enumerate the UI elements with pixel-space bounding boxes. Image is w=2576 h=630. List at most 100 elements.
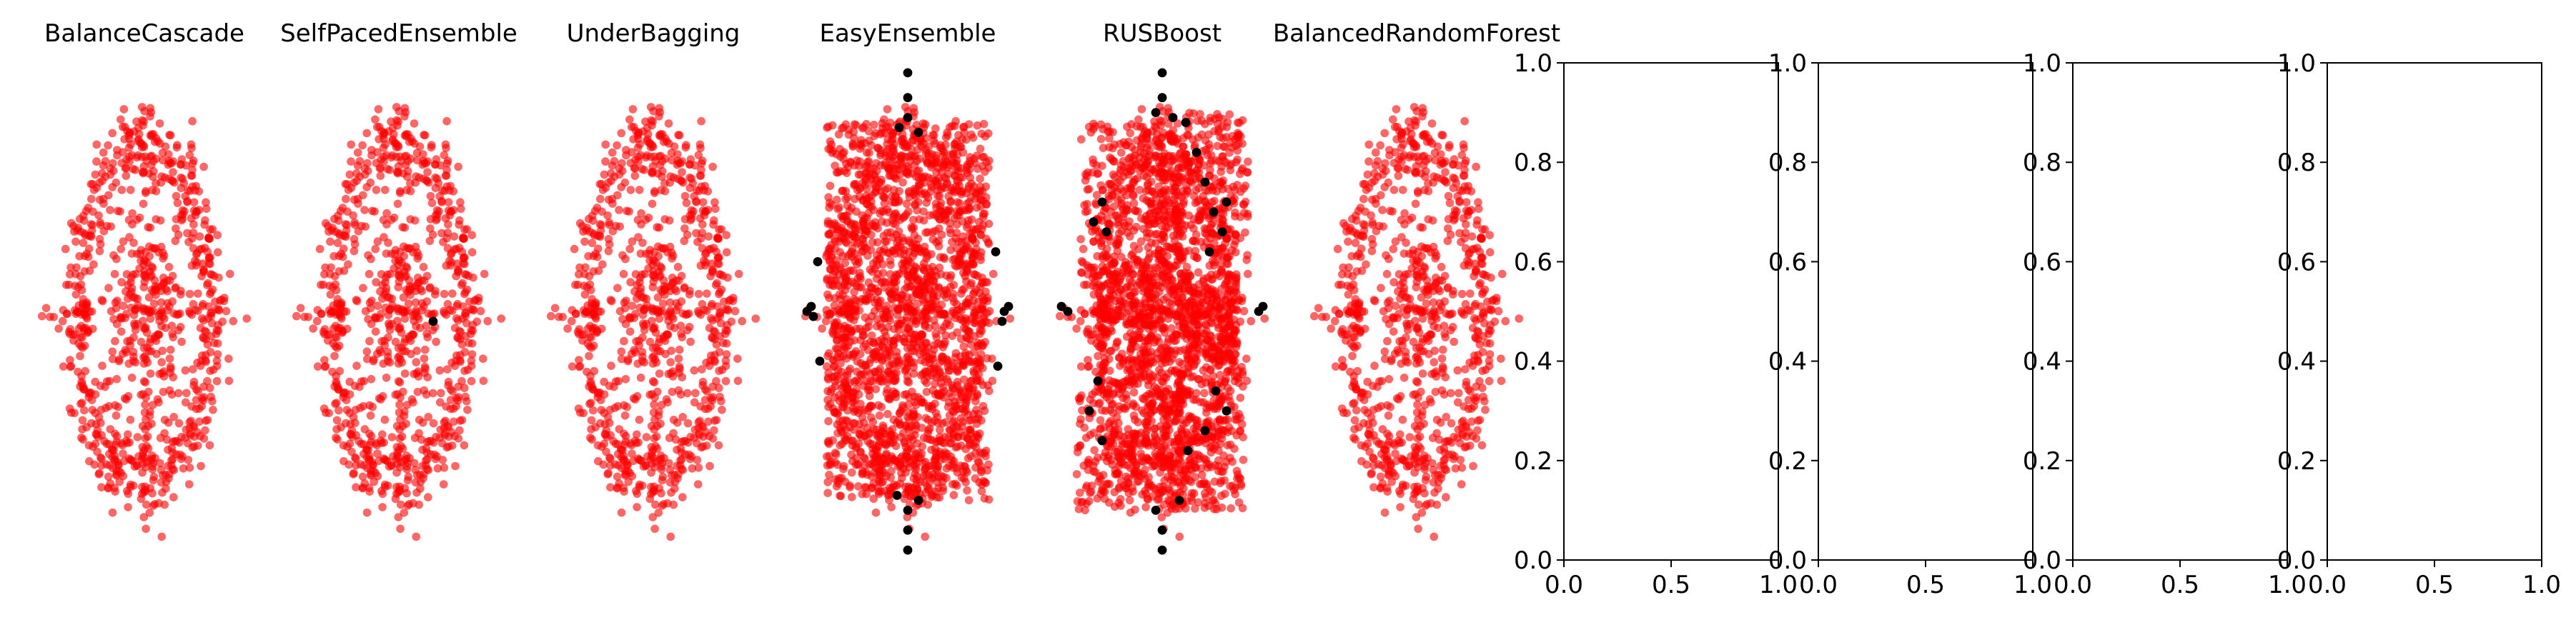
data-point-red [884,208,893,217]
data-point-red [921,320,929,329]
data-point-red [940,340,948,349]
data-point-red [900,212,909,221]
data-point-red [571,309,580,319]
data-point-red [401,307,410,316]
data-point-red [349,211,357,220]
data-point-red [584,251,593,261]
data-point-red [878,217,886,226]
data-point-red [833,345,842,354]
data-point-red [898,316,906,325]
data-point-red [409,499,417,508]
data-point-red [187,171,196,180]
data-point-red [104,472,113,481]
data-point-red [92,157,101,166]
data-point-red [106,164,114,173]
data-point-red [588,239,597,247]
data-point-red [658,172,666,181]
data-point-red [848,142,857,151]
data-point-red [423,333,432,341]
data-point-red [883,229,892,237]
data-point-red [655,223,664,232]
data-point-red [910,392,919,401]
data-point-red [427,199,437,208]
data-point-red [698,156,707,165]
data-point-red [461,311,470,321]
data-point-red [635,186,644,194]
data-point-red [181,398,190,407]
data-point-red [89,260,98,269]
data-point-red [442,116,451,126]
data-point-red [969,248,978,257]
data-point-red [600,390,609,399]
data-point-red [395,400,404,409]
data-point-red [682,199,691,208]
data-point-red [936,215,944,224]
data-point-red [453,268,462,276]
data-point-red [940,148,948,157]
data-point-red [613,401,623,411]
data-point-red [672,299,681,308]
data-point-red [833,371,841,380]
data-point-red [638,164,646,174]
data-point-red [199,434,209,443]
data-point-red [587,416,596,425]
data-point-red [905,193,914,201]
data-point-red [902,329,911,338]
data-point-red [146,112,154,121]
data-point-red [214,305,223,314]
data-point-red [615,222,624,231]
data-point-red [207,311,216,321]
data-point-red [923,272,932,281]
data-point-red [618,464,626,473]
data-point-red [377,309,385,319]
data-point-black [808,311,818,321]
data-point-red [913,412,922,421]
data-point-red [456,198,465,207]
data-point-red [85,456,94,466]
data-point-red [350,246,359,256]
data-point-red [181,366,190,375]
data-point-red [352,296,361,304]
data-point-red [680,191,690,201]
data-point-red [409,248,417,257]
data-point-black [903,68,913,78]
data-point-red [984,460,993,469]
data-point-red [976,144,985,154]
data-point-red [450,324,460,332]
data-point-red [902,390,911,399]
data-point-red [205,441,214,450]
data-point-red [96,240,105,249]
data-point-red [97,454,106,463]
data-point-red [605,240,614,249]
data-point-red [981,167,989,176]
data-point-red [466,329,475,339]
data-point-red [975,329,984,339]
data-point-red [127,374,137,382]
data-point-red [165,131,174,139]
data-point-red [393,121,402,130]
data-point-red [912,276,921,285]
data-point-red [340,456,348,466]
data-point-red [392,152,401,161]
data-point-black [894,123,904,132]
data-point-red [85,266,94,275]
data-point-red [843,371,852,380]
data-point-red [876,209,884,218]
data-point-red [157,532,166,541]
data-point-red [848,350,857,359]
data-point-red [450,417,458,426]
data-point-red [877,478,886,487]
data-point-red [971,463,980,472]
data-point-red [423,168,432,176]
data-point-red [917,341,926,350]
data-point-red [440,186,449,196]
data-point-red [160,429,169,438]
data-point-red [99,148,108,157]
data-point-red [345,390,355,399]
data-point-red [891,441,901,451]
data-point-red [393,390,402,399]
data-point-red [615,206,623,214]
data-point-red [448,387,457,396]
data-point-red [961,236,971,246]
data-point-red [332,371,340,381]
